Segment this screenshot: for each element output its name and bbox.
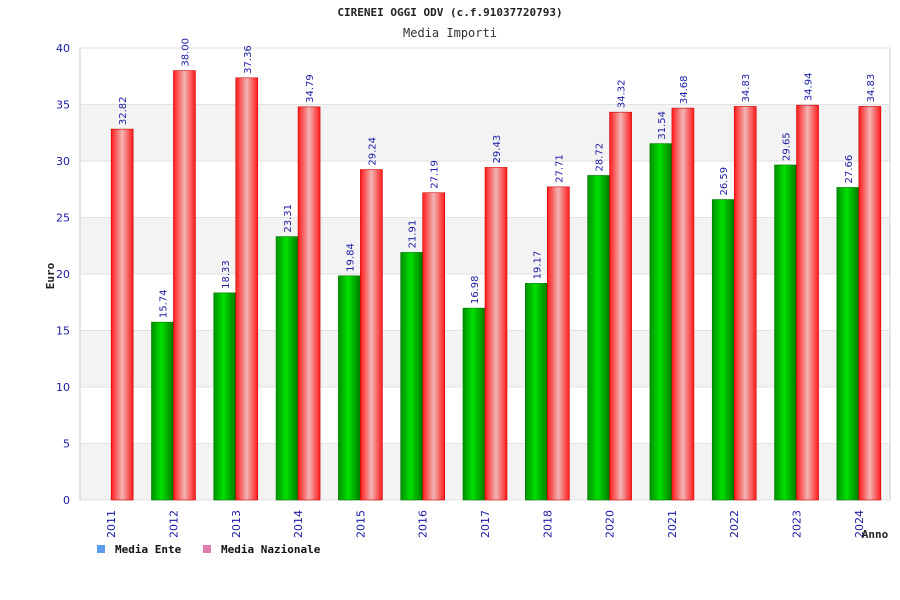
bar-media-ente bbox=[711, 199, 735, 501]
value-label: 27.19 bbox=[430, 160, 441, 189]
value-label: 19.17 bbox=[532, 251, 543, 280]
value-label: 16.98 bbox=[470, 275, 481, 304]
x-axis-label: Anno bbox=[862, 528, 889, 541]
value-label: 34.83 bbox=[866, 74, 877, 103]
value-label: 23.31 bbox=[283, 204, 294, 233]
bar-media-nazionale bbox=[609, 111, 632, 501]
plot-band bbox=[80, 48, 890, 105]
x-tick-label: 2020 bbox=[604, 510, 617, 538]
bar-media-nazionale bbox=[671, 107, 695, 501]
value-label: 28.72 bbox=[595, 143, 606, 172]
value-label: 27.71 bbox=[554, 154, 565, 183]
value-label: 32.82 bbox=[118, 96, 129, 125]
bar-media-ente bbox=[836, 187, 860, 501]
x-tick-label: 2011 bbox=[105, 510, 118, 538]
x-tick-label: 2016 bbox=[417, 510, 430, 538]
bar-media-ente bbox=[525, 283, 548, 501]
y-axis-ticks: 0 5 10 15 20 25 30 35 40 bbox=[56, 42, 70, 507]
bar-media-nazionale bbox=[110, 128, 134, 501]
x-tick-label: 2014 bbox=[292, 510, 305, 538]
bar-media-ente bbox=[649, 143, 673, 501]
bar-media-ente bbox=[275, 236, 299, 501]
bar-media-nazionale bbox=[547, 186, 570, 501]
legend: Media Ente Media Nazionale bbox=[97, 543, 321, 556]
x-tick-label: 2023 bbox=[791, 510, 804, 538]
bar-media-nazionale bbox=[796, 104, 819, 501]
value-label: 34.68 bbox=[679, 75, 690, 104]
value-label: 29.24 bbox=[367, 137, 378, 166]
legend-label-media-nazionale: Media Nazionale bbox=[221, 543, 321, 556]
legend-label-media-ente: Media Ente bbox=[115, 543, 182, 556]
y-tick-label: 20 bbox=[56, 268, 70, 281]
x-tick-label: 2012 bbox=[167, 510, 180, 538]
value-label: 26.59 bbox=[719, 167, 730, 196]
value-label: 34.94 bbox=[804, 73, 815, 102]
y-tick-label: 15 bbox=[56, 325, 70, 338]
y-axis-label: Euro bbox=[44, 262, 57, 289]
bar-media-ente bbox=[462, 307, 486, 501]
value-label: 18.33 bbox=[221, 260, 232, 289]
value-label: 27.66 bbox=[844, 155, 855, 184]
x-tick-label: 2015 bbox=[354, 510, 367, 538]
value-label: 34.83 bbox=[741, 74, 752, 103]
y-tick-label: 10 bbox=[56, 381, 70, 394]
bar-media-nazionale bbox=[360, 169, 383, 501]
bar-media-nazionale bbox=[422, 192, 445, 501]
plot-band bbox=[80, 104, 890, 161]
chart-title: CIRENEI OGGI ODV (c.f.91037720793) bbox=[337, 6, 562, 19]
chart-subtitle: Media Importi bbox=[403, 26, 497, 40]
bar-media-ente bbox=[400, 252, 423, 501]
bar-media-nazionale bbox=[235, 77, 259, 501]
y-tick-label: 30 bbox=[56, 155, 70, 168]
y-tick-label: 5 bbox=[63, 438, 70, 451]
value-label: 21.91 bbox=[408, 220, 419, 249]
value-label: 29.43 bbox=[492, 135, 503, 164]
y-tick-label: 0 bbox=[63, 494, 70, 507]
bar-media-nazionale bbox=[173, 70, 196, 501]
x-axis-ticks: 2011 2012 2013 2014 2015 2016 2017 2018 2020 2021… bbox=[105, 510, 866, 538]
bars bbox=[110, 70, 882, 501]
value-label: 15.74 bbox=[158, 289, 169, 318]
y-tick-label: 25 bbox=[56, 212, 70, 225]
legend-swatch-media-nazionale bbox=[203, 545, 211, 553]
x-tick-label: 2018 bbox=[541, 510, 554, 538]
value-label: 19.84 bbox=[345, 243, 356, 272]
value-label: 38.00 bbox=[180, 38, 191, 67]
bar-media-ente bbox=[338, 275, 361, 501]
bar-media-nazionale bbox=[297, 106, 321, 501]
x-tick-label: 2022 bbox=[728, 510, 741, 538]
bar-media-ente bbox=[213, 292, 237, 501]
bar-media-ente bbox=[774, 164, 797, 501]
bar-media-nazionale bbox=[858, 106, 882, 501]
x-tick-label: 2017 bbox=[479, 510, 492, 538]
y-tick-label: 40 bbox=[56, 42, 70, 55]
y-tick-label: 35 bbox=[56, 99, 70, 112]
x-tick-label: 2024 bbox=[853, 510, 866, 538]
bar-media-ente bbox=[151, 321, 174, 501]
legend-swatch-media-ente bbox=[97, 545, 105, 553]
bar-media-ente bbox=[587, 175, 610, 501]
value-labels: 32.82 15.74 38.00 18.33 37.36 23.31 34.79 19.84… bbox=[118, 38, 877, 318]
x-tick-label: 2013 bbox=[230, 510, 243, 538]
value-label: 29.65 bbox=[782, 132, 793, 161]
value-label: 31.54 bbox=[657, 111, 668, 140]
bar-media-nazionale bbox=[733, 106, 757, 501]
value-label: 37.36 bbox=[243, 45, 254, 74]
bar-media-nazionale bbox=[484, 167, 508, 501]
x-tick-label: 2021 bbox=[666, 510, 679, 538]
value-label: 34.79 bbox=[305, 74, 316, 103]
value-label: 34.32 bbox=[617, 80, 628, 109]
